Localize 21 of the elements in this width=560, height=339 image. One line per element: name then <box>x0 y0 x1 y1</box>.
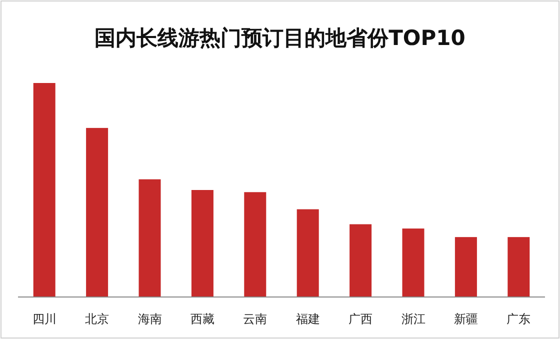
bar <box>296 209 319 297</box>
bar <box>508 237 530 297</box>
bar <box>454 237 477 297</box>
x-tick-label: 浙江 <box>401 312 426 326</box>
bar <box>244 192 266 297</box>
x-tick-label: 福建 <box>296 312 320 326</box>
x-tick-label: 云南 <box>243 312 268 326</box>
bar <box>138 179 161 297</box>
bar <box>350 224 372 297</box>
bar <box>86 128 108 297</box>
x-tick-label: 新疆 <box>454 312 478 326</box>
bar <box>402 228 424 297</box>
x-tick-label: 北京 <box>85 312 110 326</box>
x-tick-label: 海南 <box>138 312 162 326</box>
bar <box>33 83 56 297</box>
x-tick-label: 广西 <box>348 312 373 326</box>
x-tick-label: 广东 <box>506 312 531 326</box>
x-tick-label: 西藏 <box>190 312 214 326</box>
chart-title: 国内长线游热门预订目的地省份TOP10 <box>94 26 466 50</box>
x-tick-label: 四川 <box>32 312 56 326</box>
bar <box>191 190 214 297</box>
